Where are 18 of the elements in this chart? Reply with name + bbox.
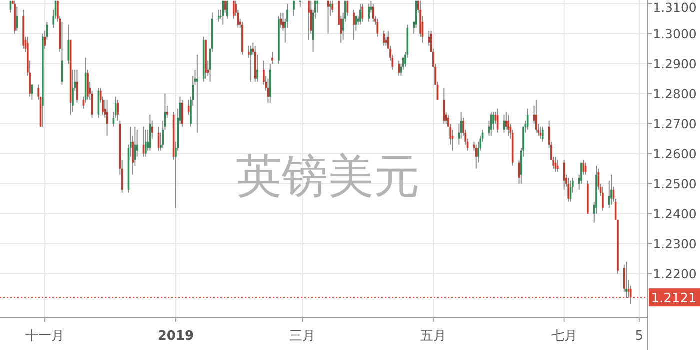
y-tick-label: 1.2900 [653,56,697,72]
y-tick-label: 1.2600 [653,146,697,162]
x-tick-label: 五月 [420,329,446,344]
text: 英镑美元 [236,149,420,203]
x-tick-label: 十一月 [26,329,65,344]
x-tick-label: 5 [635,329,644,344]
y-tick-label: 1.2400 [653,206,697,222]
y-tick-label: 1.2700 [653,116,697,132]
x-tick-label: 七月 [551,329,578,344]
ref-line-label: 1.2121 [651,292,697,307]
y-tick-label: 1.3000 [653,26,697,42]
y-tick-label: 1.3100 [653,0,697,15]
x-tick-label: 三月 [290,329,316,344]
y-tick-label: 1.2800 [653,86,697,102]
y-tick-label: 1.2500 [653,176,697,192]
y-tick-label: 1.2200 [653,266,697,282]
x-tick-label: 2019 [158,329,194,344]
y-tick-label: 1.2300 [653,236,697,252]
